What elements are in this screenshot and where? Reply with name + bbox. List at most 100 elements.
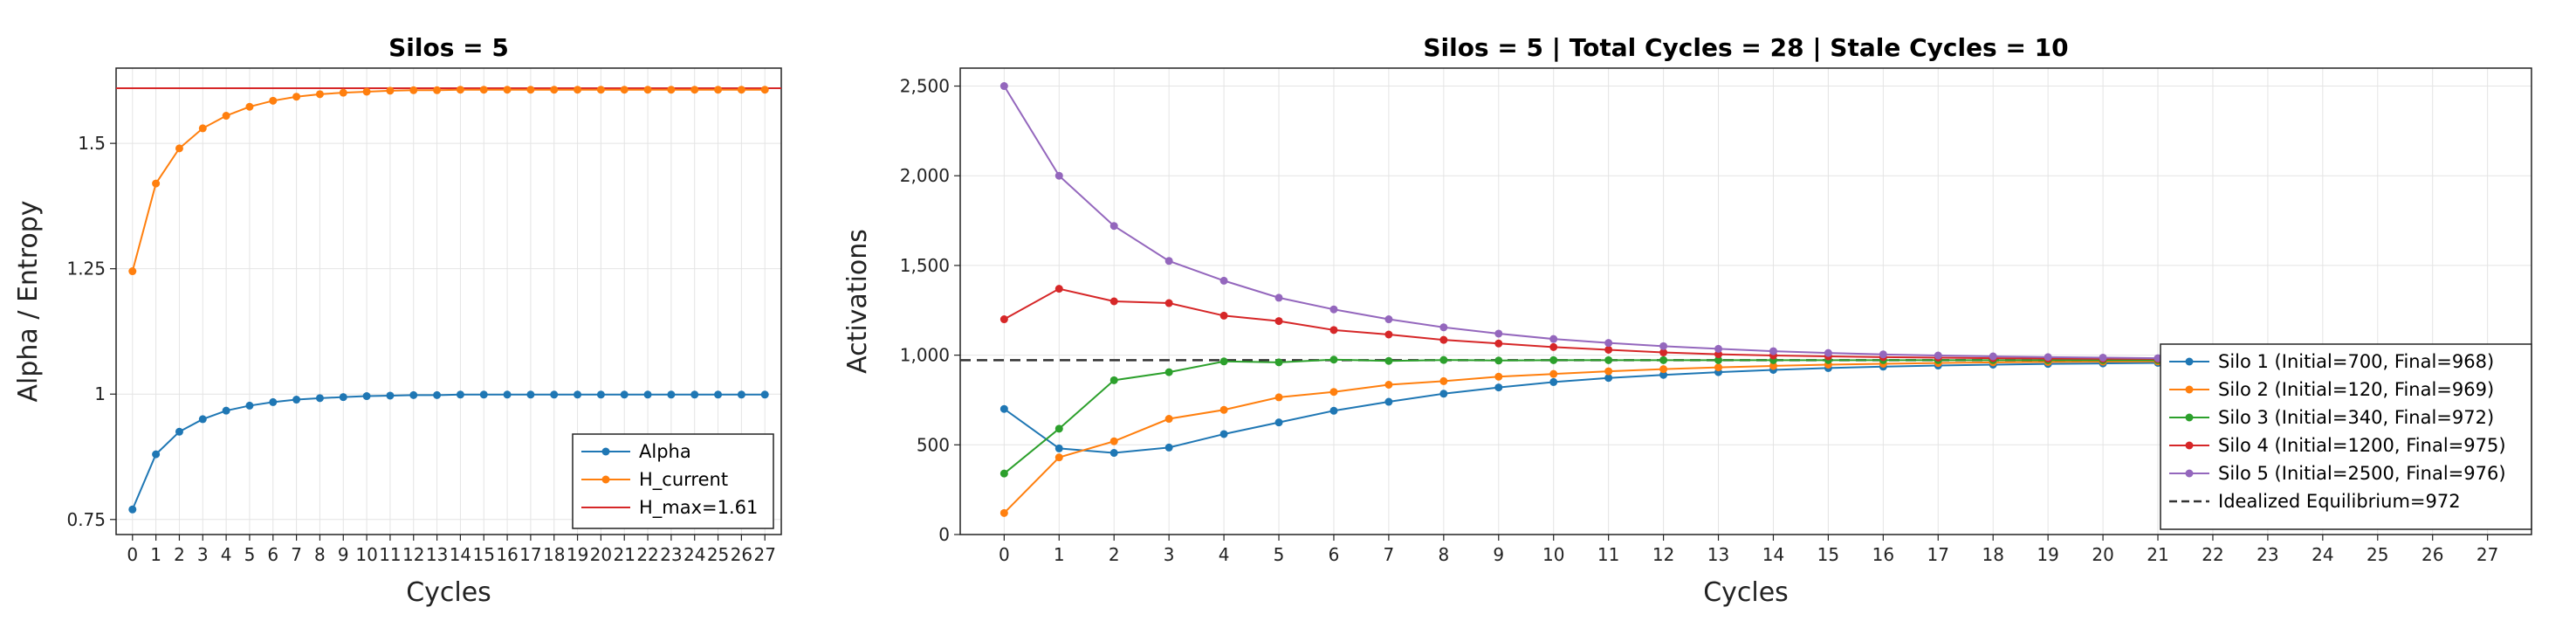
data-point xyxy=(1274,293,1283,302)
y-tick-label: 0.75 xyxy=(66,509,106,530)
x-tick-label: 4 xyxy=(221,544,232,565)
legend-label: Silo 2 (Initial=120, Final=969) xyxy=(2218,379,2494,400)
data-point xyxy=(1659,365,1668,374)
data-point xyxy=(409,390,418,399)
data-point xyxy=(1604,355,1613,364)
data-point xyxy=(1164,415,1173,424)
data-point xyxy=(574,390,582,399)
legend-label: Silo 3 (Initial=340, Final=972) xyxy=(2218,407,2494,428)
x-tick-label: 13 xyxy=(426,544,448,565)
x-tick-label: 18 xyxy=(543,544,565,565)
data-point xyxy=(1109,376,1118,384)
x-tick-label: 13 xyxy=(1707,544,1729,565)
data-point xyxy=(409,86,418,94)
data-point xyxy=(2099,353,2107,362)
data-point xyxy=(1329,388,1338,397)
chart-title: Silos = 5 xyxy=(388,33,509,62)
data-point xyxy=(1219,430,1228,438)
x-tick-label: 27 xyxy=(753,544,775,565)
legend-label: H_max=1.61 xyxy=(639,497,758,519)
data-point xyxy=(1219,311,1228,320)
y-ticks: 0 500 1,000 1,500 2,000 2,500 xyxy=(900,76,960,545)
data-point xyxy=(1604,367,1613,376)
legend-label: Silo 1 (Initial=700, Final=968) xyxy=(2218,351,2494,372)
data-point xyxy=(1494,339,1503,348)
x-tick-label: 5 xyxy=(244,544,256,565)
legend-marker xyxy=(2185,385,2194,394)
data-point xyxy=(1054,285,1063,293)
data-point xyxy=(526,86,535,94)
legend-marker xyxy=(601,447,610,456)
data-point xyxy=(1219,357,1228,366)
data-point xyxy=(1989,352,1997,361)
legend: Silo 1 (Initial=700, Final=968) Silo 2 (I… xyxy=(2160,343,2532,530)
data-point xyxy=(1714,350,1723,359)
data-point xyxy=(1824,348,1832,357)
x-tick-label: 25 xyxy=(707,544,729,565)
data-point xyxy=(1549,377,1558,386)
data-point xyxy=(1439,376,1448,385)
x-tick-label: 2 xyxy=(1109,544,1120,565)
chart-title: Silos = 5 | Total Cycles = 28 | Stale Cy… xyxy=(1423,33,2068,62)
y-tick-label: 2,000 xyxy=(900,165,950,186)
data-point xyxy=(198,124,207,133)
x-tick-label: 0 xyxy=(127,544,138,565)
data-point xyxy=(1054,424,1063,433)
legend-label: Idealized Equilibrium=972 xyxy=(2218,491,2461,512)
series-line xyxy=(131,88,766,272)
x-tick-label: 21 xyxy=(2147,544,2168,565)
x-tick-label: 11 xyxy=(379,544,401,565)
x-tick-label: 12 xyxy=(402,544,424,565)
legend-label: Silo 5 (Initial=2500, Final=976) xyxy=(2218,463,2506,484)
data-point xyxy=(999,82,1008,91)
x-axis-label: Cycles xyxy=(406,577,491,608)
y-tick-label: 2,500 xyxy=(900,76,950,97)
data-layer xyxy=(116,86,781,514)
data-point xyxy=(1329,326,1338,335)
data-point xyxy=(760,390,769,399)
x-tick-label: 19 xyxy=(2037,544,2058,565)
x-tick-label: 24 xyxy=(683,544,705,565)
data-point xyxy=(1219,405,1228,414)
x-tick-label: 22 xyxy=(636,544,658,565)
data-point xyxy=(1054,171,1063,180)
legend-marker xyxy=(2185,357,2194,366)
x-tick-label: 20 xyxy=(590,544,612,565)
legend-marker xyxy=(601,475,610,484)
legend-label: Alpha xyxy=(639,441,691,462)
data-point xyxy=(620,390,629,399)
x-tick-label: 3 xyxy=(1164,544,1175,565)
data-point xyxy=(999,469,1008,478)
x-tick-label: 10 xyxy=(355,544,377,565)
data-point xyxy=(1769,347,1777,355)
data-point xyxy=(1494,383,1503,392)
data-point xyxy=(1109,437,1118,445)
data-point xyxy=(596,86,605,94)
data-point xyxy=(1274,358,1283,367)
data-point xyxy=(1384,356,1393,365)
data-point xyxy=(1659,355,1668,364)
legend: Alpha H_current H_max=1.61 xyxy=(572,433,774,529)
data-point xyxy=(1714,344,1723,353)
data-point xyxy=(1109,449,1118,458)
data-point xyxy=(1604,339,1613,348)
x-tick-label: 18 xyxy=(1982,544,2003,565)
x-tick-label: 14 xyxy=(1762,544,1784,565)
data-point xyxy=(433,86,442,94)
y-tick-label: 1.5 xyxy=(78,133,106,154)
x-tick-label: 16 xyxy=(496,544,518,565)
x-tick-label: 26 xyxy=(731,544,752,565)
data-point xyxy=(643,86,652,94)
data-point xyxy=(222,112,230,121)
data-point xyxy=(1164,368,1173,376)
data-point xyxy=(1714,355,1723,364)
legend-box xyxy=(2160,343,2532,530)
x-tick-label: 19 xyxy=(567,544,588,565)
x-tick-label: 2 xyxy=(174,544,185,565)
data-point xyxy=(550,390,559,399)
x-tick-label: 15 xyxy=(473,544,495,565)
data-point xyxy=(1164,443,1173,452)
x-tick-label: 26 xyxy=(2421,544,2443,565)
x-tick-label: 3 xyxy=(197,544,209,565)
